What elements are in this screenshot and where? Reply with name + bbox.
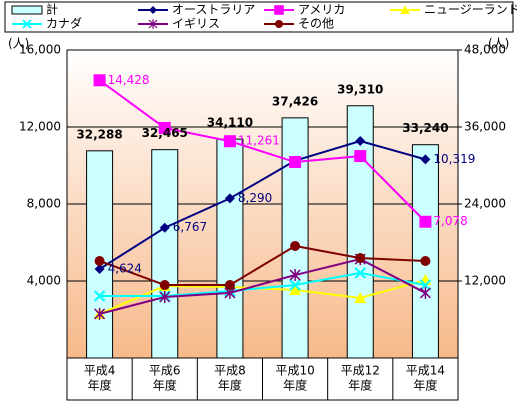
- legend-label: イギリス: [172, 17, 220, 31]
- bar: [281, 117, 309, 359]
- legend-marker: [274, 5, 284, 15]
- y2-tick-label: 12,000: [464, 274, 506, 288]
- marker: [94, 263, 105, 274]
- marker: [419, 215, 432, 228]
- data-label: 32,465: [142, 126, 188, 140]
- legend-label: ニュージーランド: [424, 3, 517, 17]
- marker: [224, 193, 235, 204]
- legend-marker: [148, 19, 158, 29]
- x-tick-label: 年度: [413, 378, 437, 393]
- data-label: 8,290: [238, 191, 272, 205]
- marker: [94, 255, 105, 266]
- marker: [159, 222, 170, 233]
- marker: [420, 154, 431, 165]
- marker: [93, 74, 106, 87]
- marker: [419, 286, 431, 299]
- marker: [159, 290, 171, 303]
- y-tick-label: 4,000: [27, 274, 61, 288]
- marker: [289, 279, 301, 291]
- marker: [354, 150, 367, 163]
- x-tick-label: 平成4: [84, 364, 116, 378]
- x-tick-label: 年度: [88, 378, 112, 393]
- x-tick-label: 平成8: [214, 364, 246, 378]
- marker: [355, 253, 366, 264]
- bar: [411, 144, 439, 359]
- line: [99, 140, 426, 270]
- x-tick-label: 平成10: [275, 364, 314, 378]
- x-tick-label: 年度: [218, 378, 242, 393]
- x-tick-label: 年度: [348, 378, 372, 393]
- marker: [420, 255, 431, 266]
- legend-label: その他: [298, 17, 334, 31]
- data-label: 34,110: [207, 116, 253, 130]
- data-label: 33,240: [402, 121, 448, 135]
- legend-marker: [22, 19, 32, 29]
- legend-label: カナダ: [46, 16, 82, 31]
- x-tick-label: 年度: [283, 378, 307, 393]
- bar: [216, 138, 244, 359]
- bar: [86, 150, 114, 359]
- marker: [94, 307, 106, 320]
- legend-marker: [275, 20, 283, 28]
- data-label: 32,288: [76, 127, 122, 141]
- marker: [290, 240, 301, 251]
- y2-tick-label: 48,000: [464, 43, 506, 57]
- data-label: 7,078: [433, 214, 467, 228]
- legend-marker: [400, 5, 410, 14]
- x-tick-label: 平成14: [406, 364, 445, 378]
- y2-tick-label: 36,000: [464, 120, 506, 134]
- data-label: 10,319: [433, 152, 475, 166]
- y-tick-label: 12,000: [19, 120, 61, 134]
- data-label: 6,767: [173, 220, 207, 234]
- bar: [346, 105, 374, 359]
- data-label: 14,428: [108, 73, 150, 87]
- data-label: 11,261: [238, 134, 280, 148]
- marker: [289, 269, 301, 282]
- marker: [354, 267, 366, 279]
- marker: [223, 135, 236, 148]
- x-tick-label: 平成12: [341, 364, 380, 378]
- line: [99, 257, 426, 315]
- legend-swatch: [11, 5, 43, 15]
- y2-tick-label: 24,000: [464, 197, 506, 211]
- x-tick-label: 年度: [153, 378, 177, 393]
- y-tick-label: 8,000: [27, 197, 61, 211]
- legend: [4, 1, 514, 33]
- x-tick-label: 平成6: [149, 364, 181, 378]
- marker: [224, 280, 235, 291]
- legend-marker: [149, 6, 157, 14]
- marker: [289, 284, 302, 296]
- y-unit: (人): [8, 37, 29, 51]
- data-label: 37,426: [272, 94, 318, 108]
- line: [99, 244, 426, 287]
- marker: [158, 121, 171, 134]
- marker: [289, 156, 302, 169]
- legend-label: アメリカ: [298, 3, 345, 17]
- legend-label: オーストラリア: [172, 3, 255, 17]
- legend-label: 計: [46, 2, 58, 17]
- line: [99, 271, 426, 298]
- line: [98, 79, 427, 223]
- y-tick-label: 16,000: [19, 43, 61, 57]
- data-label: 4,624: [108, 261, 142, 275]
- marker: [354, 291, 367, 303]
- data-label: 39,310: [337, 82, 383, 96]
- marker: [419, 279, 432, 291]
- y2-unit: (人): [488, 37, 509, 51]
- bar: [151, 149, 179, 359]
- marker: [355, 136, 366, 147]
- marker: [93, 290, 106, 302]
- marker: [159, 280, 170, 291]
